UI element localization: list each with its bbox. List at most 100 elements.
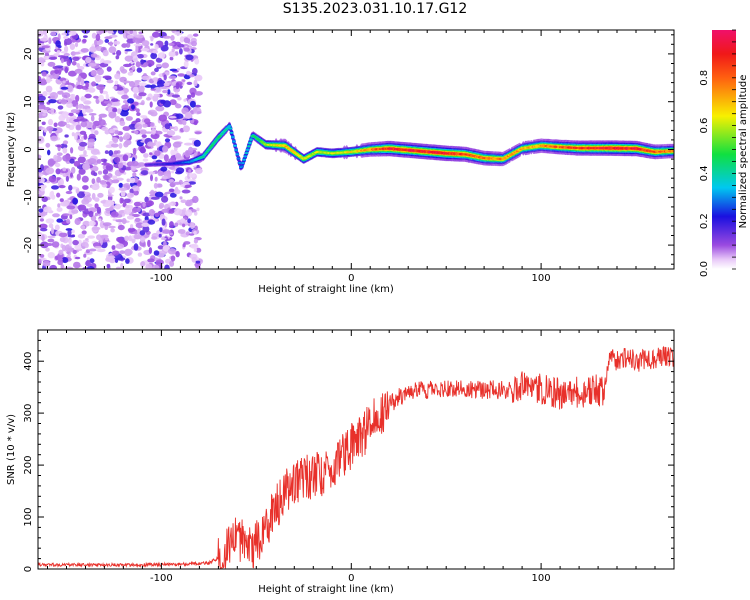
noise-speckle: [51, 241, 60, 248]
noise-speckle: [113, 40, 121, 45]
noise-speckle: [175, 41, 181, 46]
noise-speckle: [87, 138, 96, 143]
noise-speckle: [174, 31, 183, 36]
noise-speckle: [113, 150, 119, 155]
noise-speckle: [183, 47, 190, 52]
noise-speckle: [185, 209, 193, 217]
noise-speckle: [52, 213, 60, 218]
noise-speckle: [133, 234, 142, 240]
noise-speckle: [43, 30, 48, 35]
noise-speckle: [87, 235, 95, 239]
spectrogram-x-tick-label: 0: [348, 273, 354, 284]
noise-speckle: [135, 34, 145, 39]
noise-speckle: [126, 215, 135, 220]
colorbar-tick-label: 0.8: [699, 70, 710, 86]
noise-speckle: [168, 42, 175, 47]
spectral-ridge-segment: [227, 125, 232, 127]
noise-speckle: [168, 202, 174, 206]
spectral-ridge-segment: [211, 143, 216, 145]
noise-speckle: [153, 250, 160, 256]
noise-speckle: [44, 243, 54, 246]
snr-y-tick-label: 100: [23, 507, 34, 526]
noise-speckle: [38, 211, 48, 216]
noise-speckle: [120, 68, 128, 74]
noise-speckle: [75, 104, 79, 110]
noise-speckle: [169, 221, 174, 229]
noise-speckle: [57, 259, 64, 266]
noise-speckle: [71, 132, 75, 137]
noise-speckle: [192, 195, 199, 204]
noise-speckle: [72, 51, 81, 55]
noise-speckle: [47, 149, 51, 156]
noise-speckle: [182, 79, 186, 82]
noise-speckle: [193, 79, 198, 87]
noise-speckle: [132, 86, 139, 94]
noise-speckle: [97, 192, 104, 198]
noise-speckle: [163, 74, 167, 81]
noise-speckle: [133, 43, 142, 47]
noise-speckle: [152, 95, 159, 102]
noise-speckle: [82, 163, 90, 171]
noise-speckle: [150, 88, 156, 91]
noise-speckle: [72, 56, 80, 61]
noise-speckle: [169, 56, 174, 61]
noise-speckle: [42, 91, 48, 97]
noise-speckle: [147, 239, 151, 248]
noise-speckle: [156, 79, 166, 87]
noise-speckle: [69, 43, 76, 50]
noise-speckle: [52, 66, 58, 70]
noise-speckle: [110, 211, 119, 218]
noise-speckle: [189, 87, 197, 95]
noise-speckle: [53, 122, 58, 128]
noise-speckle: [45, 218, 55, 224]
noise-speckle: [38, 264, 41, 269]
noise-speckle: [107, 194, 114, 197]
spectral-ridge-segment: [233, 144, 237, 147]
noise-speckle: [38, 79, 48, 86]
noise-speckle: [150, 122, 155, 127]
snr-y-tick-label: 400: [23, 352, 34, 371]
noise-speckle: [195, 260, 201, 264]
noise-speckle: [121, 218, 127, 225]
spectrogram-y-axis-label: Frequency (Hz): [6, 112, 17, 188]
noise-speckle: [137, 252, 143, 257]
noise-speckle: [195, 247, 202, 253]
noise-speckle: [84, 191, 90, 195]
noise-speckle: [147, 141, 154, 147]
noise-speckle: [79, 141, 88, 147]
noise-speckle: [49, 92, 59, 100]
noise-speckle: [77, 75, 82, 83]
spectrogram-y-tick-label: 10: [23, 95, 34, 108]
spectral-ridge-segment: [249, 138, 253, 141]
noise-speckle: [40, 228, 48, 232]
spectral-ridge-segment: [210, 144, 215, 146]
noise-speckle: [106, 79, 114, 84]
noise-speckle: [183, 60, 189, 68]
noise-speckle: [132, 30, 138, 37]
noise-speckle: [53, 53, 60, 57]
noise-speckle: [70, 172, 73, 178]
noise-speckle: [161, 218, 166, 226]
noise-speckle: [83, 35, 88, 38]
noise-speckle: [137, 206, 141, 213]
noise-speckle: [46, 126, 54, 132]
noise-speckle: [115, 266, 121, 269]
noise-speckle: [155, 63, 162, 68]
noise-speckle: [62, 154, 71, 162]
noise-speckle: [155, 57, 163, 63]
noise-speckle: [54, 162, 61, 168]
noise-speckle: [48, 175, 57, 183]
snr-y-tick-label: 200: [23, 456, 34, 475]
noise-speckle: [42, 113, 46, 116]
noise-speckle: [132, 55, 139, 63]
noise-speckle: [151, 128, 156, 135]
noise-speckle: [157, 245, 164, 250]
noise-speckle: [71, 186, 78, 190]
noise-speckle: [90, 148, 100, 155]
noise-speckle: [97, 170, 103, 175]
noise-speckle: [56, 192, 61, 198]
noise-speckle: [51, 72, 60, 80]
noise-speckle: [61, 32, 67, 36]
noise-speckle: [114, 73, 121, 80]
noise-speckle: [76, 63, 80, 68]
